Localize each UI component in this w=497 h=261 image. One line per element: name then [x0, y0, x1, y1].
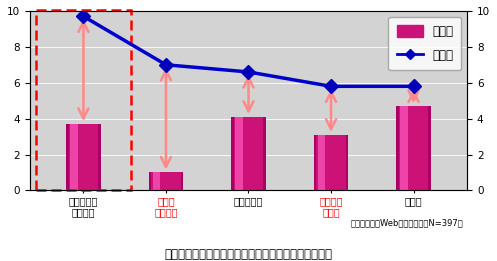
- Bar: [231, 117, 266, 191]
- Text: （一般消費者Webアンケート　N=397）: （一般消費者Webアンケート N=397）: [350, 218, 463, 227]
- Bar: [401, 106, 408, 191]
- Bar: [151, 173, 181, 191]
- Bar: [316, 135, 346, 191]
- Bar: [399, 106, 428, 191]
- Bar: [318, 135, 326, 191]
- Text: ＜保温釜の期待値に対する満足度調査（東苝調べ）＞: ＜保温釜の期待値に対する満足度調査（東苝調べ）＞: [165, 248, 332, 261]
- Bar: [314, 135, 348, 191]
- Bar: [153, 173, 161, 191]
- Bar: [149, 173, 183, 191]
- Bar: [70, 124, 78, 191]
- Bar: [66, 124, 101, 191]
- Bar: [235, 117, 243, 191]
- Bar: [234, 117, 263, 191]
- Bar: [69, 124, 98, 191]
- Legend: 満足度, 期待値: 満足度, 期待値: [388, 17, 461, 70]
- Bar: [396, 106, 431, 191]
